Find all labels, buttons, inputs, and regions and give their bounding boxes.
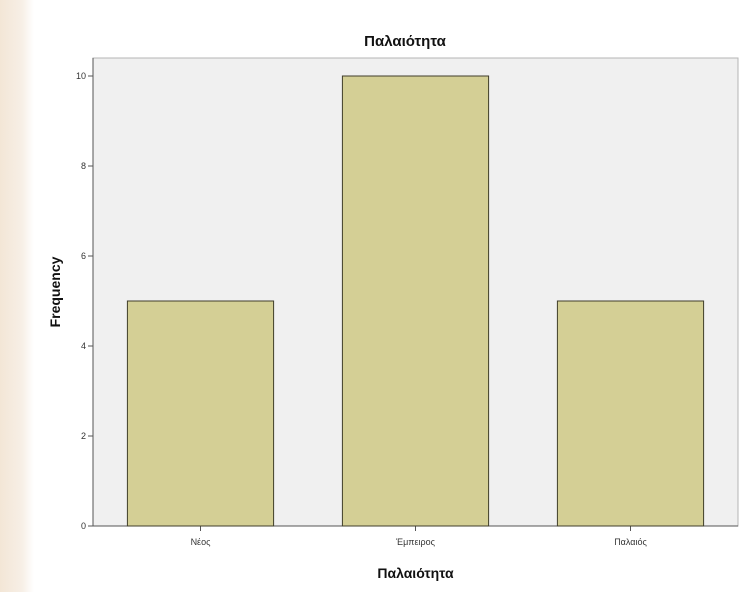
bar bbox=[341, 75, 490, 527]
x-axis: Νέος Έμπειρος Παλαιός bbox=[93, 525, 738, 547]
y-tick-label: 10 bbox=[76, 71, 86, 81]
x-tick-label: Έμπειρος bbox=[395, 537, 436, 547]
bar bbox=[126, 300, 275, 527]
y-axis-title: Frequency bbox=[47, 256, 63, 327]
y-tick-label: 0 bbox=[81, 521, 86, 531]
bar bbox=[556, 300, 705, 527]
y-tick-label: 2 bbox=[81, 431, 86, 441]
x-tick-label: Νέος bbox=[191, 537, 212, 547]
x-axis-title: Παλαιότητα bbox=[377, 565, 454, 581]
chart-title: Παλαιότητα bbox=[364, 33, 446, 50]
y-tick-label: 4 bbox=[81, 341, 86, 351]
x-tick-label: Παλαιός bbox=[614, 537, 647, 547]
y-axis: 0 2 4 6 8 10 bbox=[76, 58, 94, 531]
y-tick-label: 8 bbox=[81, 161, 86, 171]
bars-group bbox=[126, 75, 705, 527]
y-tick-label: 6 bbox=[81, 251, 86, 261]
